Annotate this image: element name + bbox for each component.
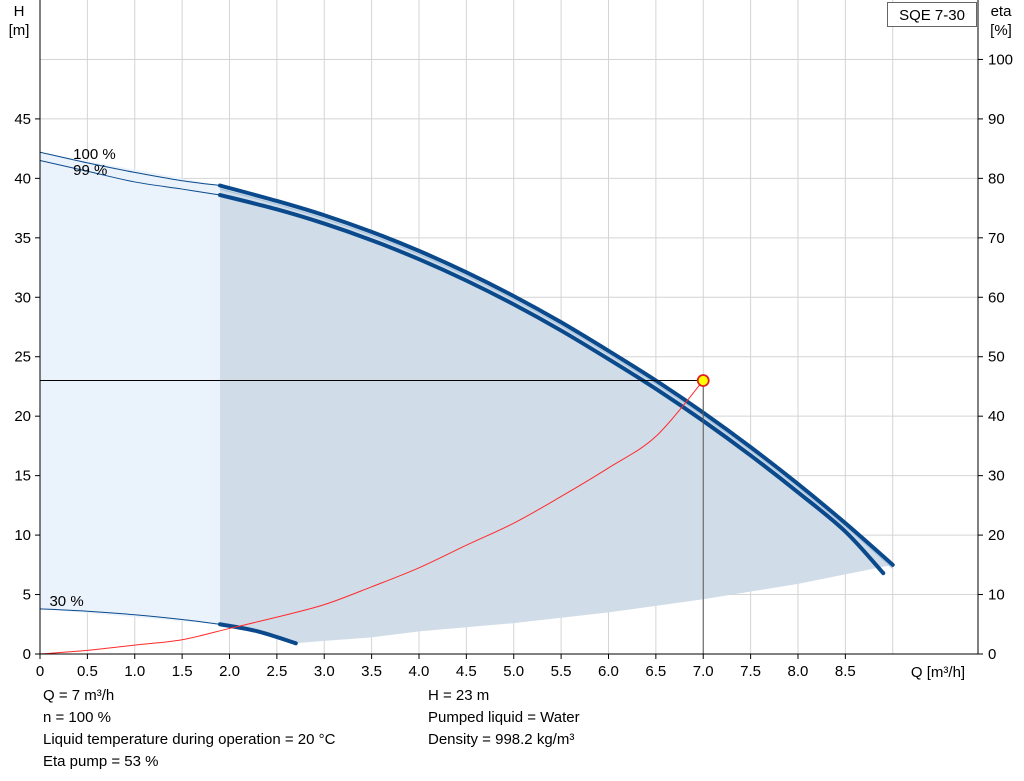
label-100: 100 % [73, 146, 116, 163]
x-tick-label: 0 [36, 663, 44, 680]
x-tick-label: 2.5 [266, 663, 287, 680]
info-speed: n = 100 % [43, 709, 111, 726]
x-tick-label: 1.0 [124, 663, 145, 680]
head-curve-30-extended [40, 608, 221, 625]
y-right-tick-label: 60 [988, 289, 1005, 306]
y-right-tick-label: 100 [988, 51, 1013, 68]
y-left-tick-label: 30 [14, 289, 31, 306]
y-left-tick-label: 45 [14, 111, 31, 128]
operating-area [40, 152, 893, 644]
info-liquid-temperature: Liquid temperature during operation = 20… [43, 731, 336, 748]
y-right-tick-label: 90 [988, 111, 1005, 128]
x-tick-label: 4.5 [456, 663, 477, 680]
curves-layer [40, 151, 895, 654]
head-curve-99-extended [40, 160, 221, 196]
x-tick-label: 5.0 [503, 663, 524, 680]
y-right-tick-label: 70 [988, 230, 1005, 247]
y-left-tick-label: 10 [14, 527, 31, 544]
curve-labels: 100 %99 % 30 % [49, 146, 115, 610]
operating-area-extended [40, 152, 221, 625]
label-30: 30 % [49, 593, 83, 610]
y-right-tick-label: 80 [988, 170, 1005, 187]
y-left-tick-label: 25 [14, 349, 31, 366]
head-curve-99 [218, 193, 886, 576]
y-right-tick-label: 50 [988, 349, 1005, 366]
info-pumped-liquid: Pumped liquid = Water [428, 709, 580, 726]
y-left-tick-label: 35 [14, 230, 31, 247]
head-curve-highlight [219, 188, 894, 569]
operating-area-main [40, 152, 893, 644]
x-tick-label: 7.5 [740, 663, 761, 680]
x-tick-label: 6.0 [598, 663, 619, 680]
y-left-axis-unit: [m] [9, 22, 30, 39]
y-left-tick-label: 0 [23, 646, 31, 663]
head-curve-100-extended [40, 151, 221, 186]
y-left-tick-label: 40 [14, 170, 31, 187]
tick-labels: 0 0.5 1.0 1.5 2.0 2.5 3.0 3.5 4.0 4.5 5.0 5.5 6.0 6.5… [14, 51, 1013, 680]
x-tick-label: 0.5 [77, 663, 98, 680]
info-head: H = 23 m [428, 687, 490, 704]
efficiency-curve [40, 380, 704, 654]
head-curve-100 [218, 183, 895, 567]
x-tick-label: 2.0 [219, 663, 240, 680]
y-right-tick-label: 40 [988, 408, 1005, 425]
x-tick-label: 7.0 [693, 663, 714, 680]
label-99: 99 % [73, 162, 107, 179]
x-tick-label: 5.5 [551, 663, 572, 680]
info-flow: Q = 7 m³/h [43, 687, 115, 704]
x-tick-label: 4.0 [409, 663, 430, 680]
x-tick-label: 3.0 [314, 663, 335, 680]
y-left-tick-label: 20 [14, 408, 31, 425]
y-right-axis-title: eta [991, 3, 1013, 20]
y-left-tick-label: 5 [23, 587, 31, 604]
axes [39, 0, 979, 655]
y-right-tick-label: 30 [988, 468, 1005, 485]
info-right-panel: H = 23 m Pumped liquid = Water Density =… [428, 685, 580, 751]
y-right-axis-unit: [%] [990, 22, 1012, 39]
y-left-axis-title: H [14, 3, 25, 20]
info-left-panel: Q = 7 m³/h n = 100 % Liquid temperature … [43, 685, 335, 773]
x-tick-label: 6.5 [645, 663, 666, 680]
x-tick-label: 1.5 [172, 663, 193, 680]
info-density: Density = 998.2 kg/m³ [428, 731, 575, 748]
y-right-tick-label: 10 [988, 587, 1005, 604]
info-eta-pump: Eta pump = 53 % [43, 753, 159, 770]
x-tick-label: 3.5 [361, 663, 382, 680]
y-right-tick-label: 0 [988, 646, 996, 663]
operating-point-marker [696, 374, 710, 387]
x-tick-label: 8.5 [835, 663, 856, 680]
y-left-tick-label: 15 [14, 468, 31, 485]
head-curve-30 [218, 622, 298, 646]
pump-name-badge: SQE 7-30 [887, 2, 977, 27]
x-tick-label: 8.0 [788, 663, 809, 680]
y-right-tick-label: 20 [988, 527, 1005, 544]
x-axis-title: Q [m³/h] [911, 664, 965, 681]
